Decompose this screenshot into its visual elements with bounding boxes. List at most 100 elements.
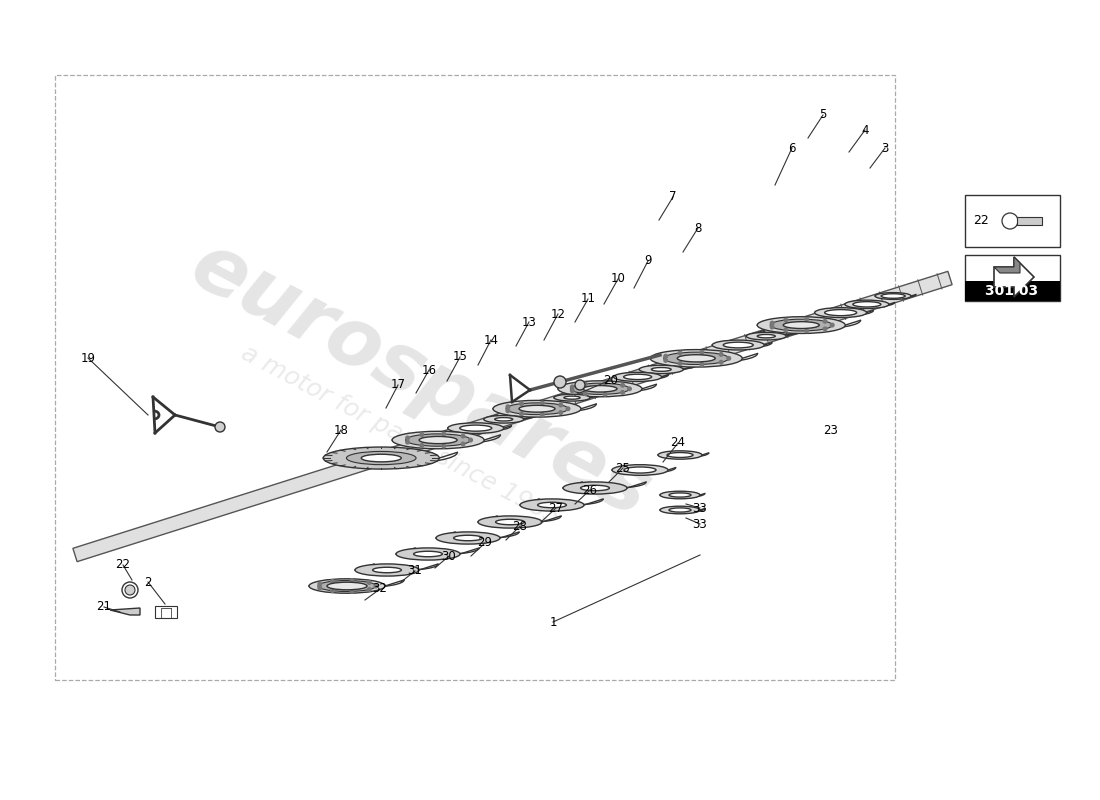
Ellipse shape <box>852 302 881 307</box>
Circle shape <box>559 410 562 414</box>
Circle shape <box>700 350 704 354</box>
Circle shape <box>461 442 465 446</box>
Circle shape <box>125 585 135 595</box>
Circle shape <box>331 589 334 593</box>
Ellipse shape <box>757 317 845 334</box>
Circle shape <box>628 387 631 390</box>
Text: 21: 21 <box>97 601 111 614</box>
Circle shape <box>406 440 409 444</box>
Circle shape <box>823 319 827 323</box>
Ellipse shape <box>346 451 416 465</box>
Text: 12: 12 <box>550 307 565 321</box>
Text: 10: 10 <box>610 273 626 286</box>
Circle shape <box>620 390 625 394</box>
Text: 28: 28 <box>513 519 527 533</box>
Circle shape <box>519 402 524 406</box>
Ellipse shape <box>770 319 833 331</box>
Ellipse shape <box>624 374 651 379</box>
Text: a motor for parts since 1985: a motor for parts since 1985 <box>236 341 563 530</box>
Text: 26: 26 <box>583 483 597 497</box>
Circle shape <box>830 323 834 327</box>
Ellipse shape <box>493 400 581 417</box>
Bar <box>965 195 1060 247</box>
Text: 15: 15 <box>452 350 468 363</box>
Text: 4: 4 <box>861 123 869 137</box>
Circle shape <box>1002 213 1018 229</box>
Ellipse shape <box>478 516 542 528</box>
Text: eurospares: eurospares <box>177 226 663 534</box>
Ellipse shape <box>392 431 484 449</box>
Ellipse shape <box>558 381 642 397</box>
Circle shape <box>554 376 566 388</box>
Ellipse shape <box>614 372 661 382</box>
Circle shape <box>559 403 562 406</box>
Ellipse shape <box>361 454 402 462</box>
Text: 29: 29 <box>477 537 493 550</box>
Polygon shape <box>110 608 140 615</box>
Circle shape <box>583 382 587 386</box>
Ellipse shape <box>669 493 691 497</box>
Text: 31: 31 <box>408 565 422 578</box>
Ellipse shape <box>495 418 513 421</box>
Circle shape <box>571 389 574 393</box>
Ellipse shape <box>318 581 376 591</box>
Text: 5: 5 <box>820 109 827 122</box>
Ellipse shape <box>453 535 483 541</box>
Ellipse shape <box>581 486 609 490</box>
Text: 33: 33 <box>693 502 707 514</box>
Circle shape <box>805 318 808 321</box>
Text: 19: 19 <box>80 351 96 365</box>
Circle shape <box>727 357 730 360</box>
Circle shape <box>506 405 509 409</box>
Ellipse shape <box>881 294 905 298</box>
Circle shape <box>719 353 723 356</box>
Ellipse shape <box>571 383 629 394</box>
Polygon shape <box>994 257 1020 273</box>
Text: 20: 20 <box>604 374 618 386</box>
Ellipse shape <box>658 451 702 459</box>
Ellipse shape <box>612 465 668 475</box>
Circle shape <box>331 579 334 583</box>
Ellipse shape <box>323 447 439 469</box>
Circle shape <box>367 581 371 584</box>
Ellipse shape <box>506 403 568 414</box>
Ellipse shape <box>554 394 590 401</box>
Ellipse shape <box>669 508 691 512</box>
Circle shape <box>406 436 409 440</box>
Circle shape <box>784 318 788 322</box>
Bar <box>55 75 895 680</box>
Ellipse shape <box>783 322 820 329</box>
Circle shape <box>719 361 723 364</box>
Circle shape <box>603 393 607 396</box>
Circle shape <box>620 383 625 387</box>
Text: 6: 6 <box>789 142 795 154</box>
Ellipse shape <box>713 340 764 350</box>
Text: 2: 2 <box>144 575 152 589</box>
Circle shape <box>664 354 668 358</box>
Bar <box>965 255 1060 301</box>
Ellipse shape <box>327 582 367 590</box>
Circle shape <box>664 358 668 362</box>
Ellipse shape <box>419 437 458 444</box>
Ellipse shape <box>660 506 700 514</box>
Ellipse shape <box>845 300 889 309</box>
Text: 25: 25 <box>616 462 630 474</box>
Ellipse shape <box>538 502 566 508</box>
Ellipse shape <box>663 352 728 365</box>
Circle shape <box>461 434 465 438</box>
Circle shape <box>367 588 371 591</box>
Text: 30: 30 <box>441 550 456 562</box>
Ellipse shape <box>724 342 754 348</box>
Circle shape <box>566 407 570 410</box>
Circle shape <box>442 444 446 448</box>
Text: 32: 32 <box>373 582 387 595</box>
Text: 9: 9 <box>645 254 651 267</box>
Circle shape <box>350 590 354 594</box>
Circle shape <box>679 362 682 366</box>
Text: 33: 33 <box>693 518 707 530</box>
Text: 7: 7 <box>669 190 676 203</box>
Circle shape <box>506 409 509 413</box>
Circle shape <box>374 584 377 588</box>
Ellipse shape <box>624 467 656 473</box>
Ellipse shape <box>650 350 743 367</box>
